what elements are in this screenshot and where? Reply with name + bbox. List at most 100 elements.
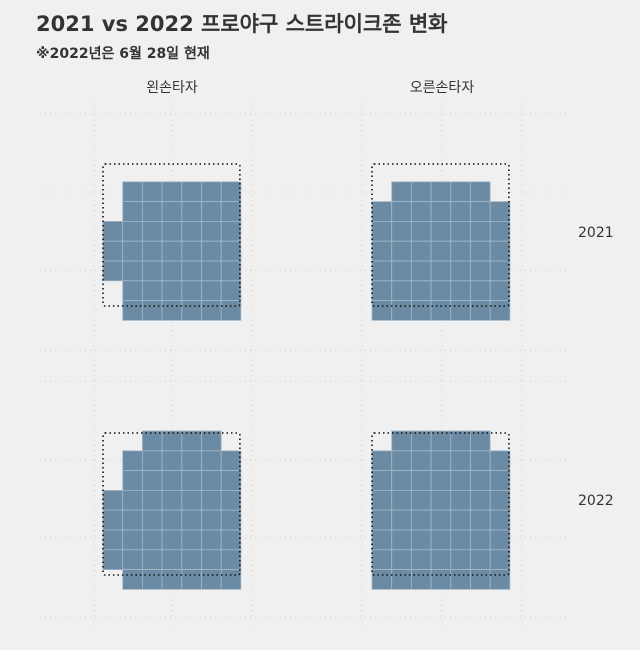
zone-cell (489, 450, 511, 471)
zone-cell (450, 220, 471, 242)
zone-cell (102, 220, 124, 242)
zone-cell (181, 569, 202, 590)
panel-2021-left (102, 163, 242, 321)
zone-cell (201, 509, 222, 531)
zone-cell (410, 240, 432, 262)
strike-zone-outline (102, 432, 241, 576)
zone-cell (141, 300, 163, 321)
zone-cell (122, 470, 143, 491)
zone-cell (391, 430, 412, 452)
column-label-right-handed: 오른손타자 (410, 80, 475, 96)
zone-cell (141, 549, 163, 570)
zone-cell (470, 201, 491, 222)
zone-cell (141, 240, 163, 262)
zone-cell (141, 220, 163, 242)
zone-cell (489, 201, 511, 222)
zone-cell (410, 509, 432, 531)
zone-cell (450, 181, 471, 203)
zone-cell (391, 201, 412, 222)
zone-cell (470, 260, 491, 282)
zone-cell (181, 450, 202, 471)
zone-cell (141, 489, 163, 511)
zone-cell (102, 260, 124, 282)
zone-cell (470, 470, 491, 491)
zone-cell (410, 220, 432, 242)
zone-cell (489, 549, 511, 570)
zone-cell (489, 569, 511, 590)
zone-cell (220, 240, 242, 262)
zone-cell (430, 181, 452, 203)
zone-cell (489, 489, 511, 511)
zone-cell (391, 220, 412, 242)
zone-cell (371, 240, 393, 262)
zone-cell (450, 240, 471, 262)
zone-cell (391, 300, 412, 321)
zone-cell (450, 509, 471, 531)
zone-cell (371, 201, 393, 222)
zone-cell (470, 430, 491, 452)
zone-cell (489, 260, 511, 282)
zone-cell (489, 220, 511, 242)
zone-cell (161, 181, 183, 203)
zone-cell (450, 489, 471, 511)
zone-cell (391, 549, 412, 570)
zone-cell (141, 181, 163, 203)
zone-cell (201, 529, 222, 551)
zone-cell (161, 549, 183, 570)
zone-cell (489, 300, 511, 321)
zone-cell (470, 280, 491, 301)
zone-cell (391, 569, 412, 590)
zone-cell (489, 470, 511, 491)
zone-cell (371, 220, 393, 242)
zone-cell (161, 220, 183, 242)
zone-cell (181, 220, 202, 242)
zone-cell (450, 549, 471, 570)
chart-subtitle: ※2022년은 6월 28일 현재 (36, 45, 210, 62)
zone-cell (141, 450, 163, 471)
zone-cell (430, 201, 452, 222)
row-label-2022: 2022 (578, 493, 614, 509)
zone-cell (430, 430, 452, 452)
zone-cell (430, 240, 452, 262)
zone-cell (430, 489, 452, 511)
zone-cell (102, 549, 124, 570)
zone-cell (181, 300, 202, 321)
zone-cell (102, 240, 124, 262)
zone-cell (430, 220, 452, 242)
zone-cell (161, 300, 183, 321)
zone-cell (410, 300, 432, 321)
zone-cell (220, 201, 242, 222)
panel-2022-left (102, 430, 242, 590)
zone-cell (181, 529, 202, 551)
zone-cell (450, 300, 471, 321)
zone-cell (181, 549, 202, 570)
heatmap-panels (102, 163, 511, 590)
zone-cell (181, 489, 202, 511)
zone-cell (122, 489, 143, 511)
zone-cell (220, 470, 242, 491)
zone-cell (371, 280, 393, 301)
zone-cell (181, 240, 202, 262)
zone-cell (201, 450, 222, 471)
zone-cell (220, 489, 242, 511)
zone-cell (371, 260, 393, 282)
zone-cell (201, 470, 222, 491)
zone-cell (430, 549, 452, 570)
zone-cell (141, 470, 163, 491)
zone-cell (450, 529, 471, 551)
strike-zone-outline (102, 163, 241, 307)
zone-cell (122, 569, 143, 590)
zone-cell (122, 220, 143, 242)
zone-cell (161, 509, 183, 531)
zone-cell (201, 240, 222, 262)
zone-cell (470, 220, 491, 242)
zone-cell (122, 549, 143, 570)
zone-cell (220, 509, 242, 531)
zone-cell (391, 260, 412, 282)
zone-cell (430, 509, 452, 531)
zone-cell (220, 569, 242, 590)
zone-cell (391, 470, 412, 491)
zone-cell (410, 181, 432, 203)
zone-cell (102, 509, 124, 531)
